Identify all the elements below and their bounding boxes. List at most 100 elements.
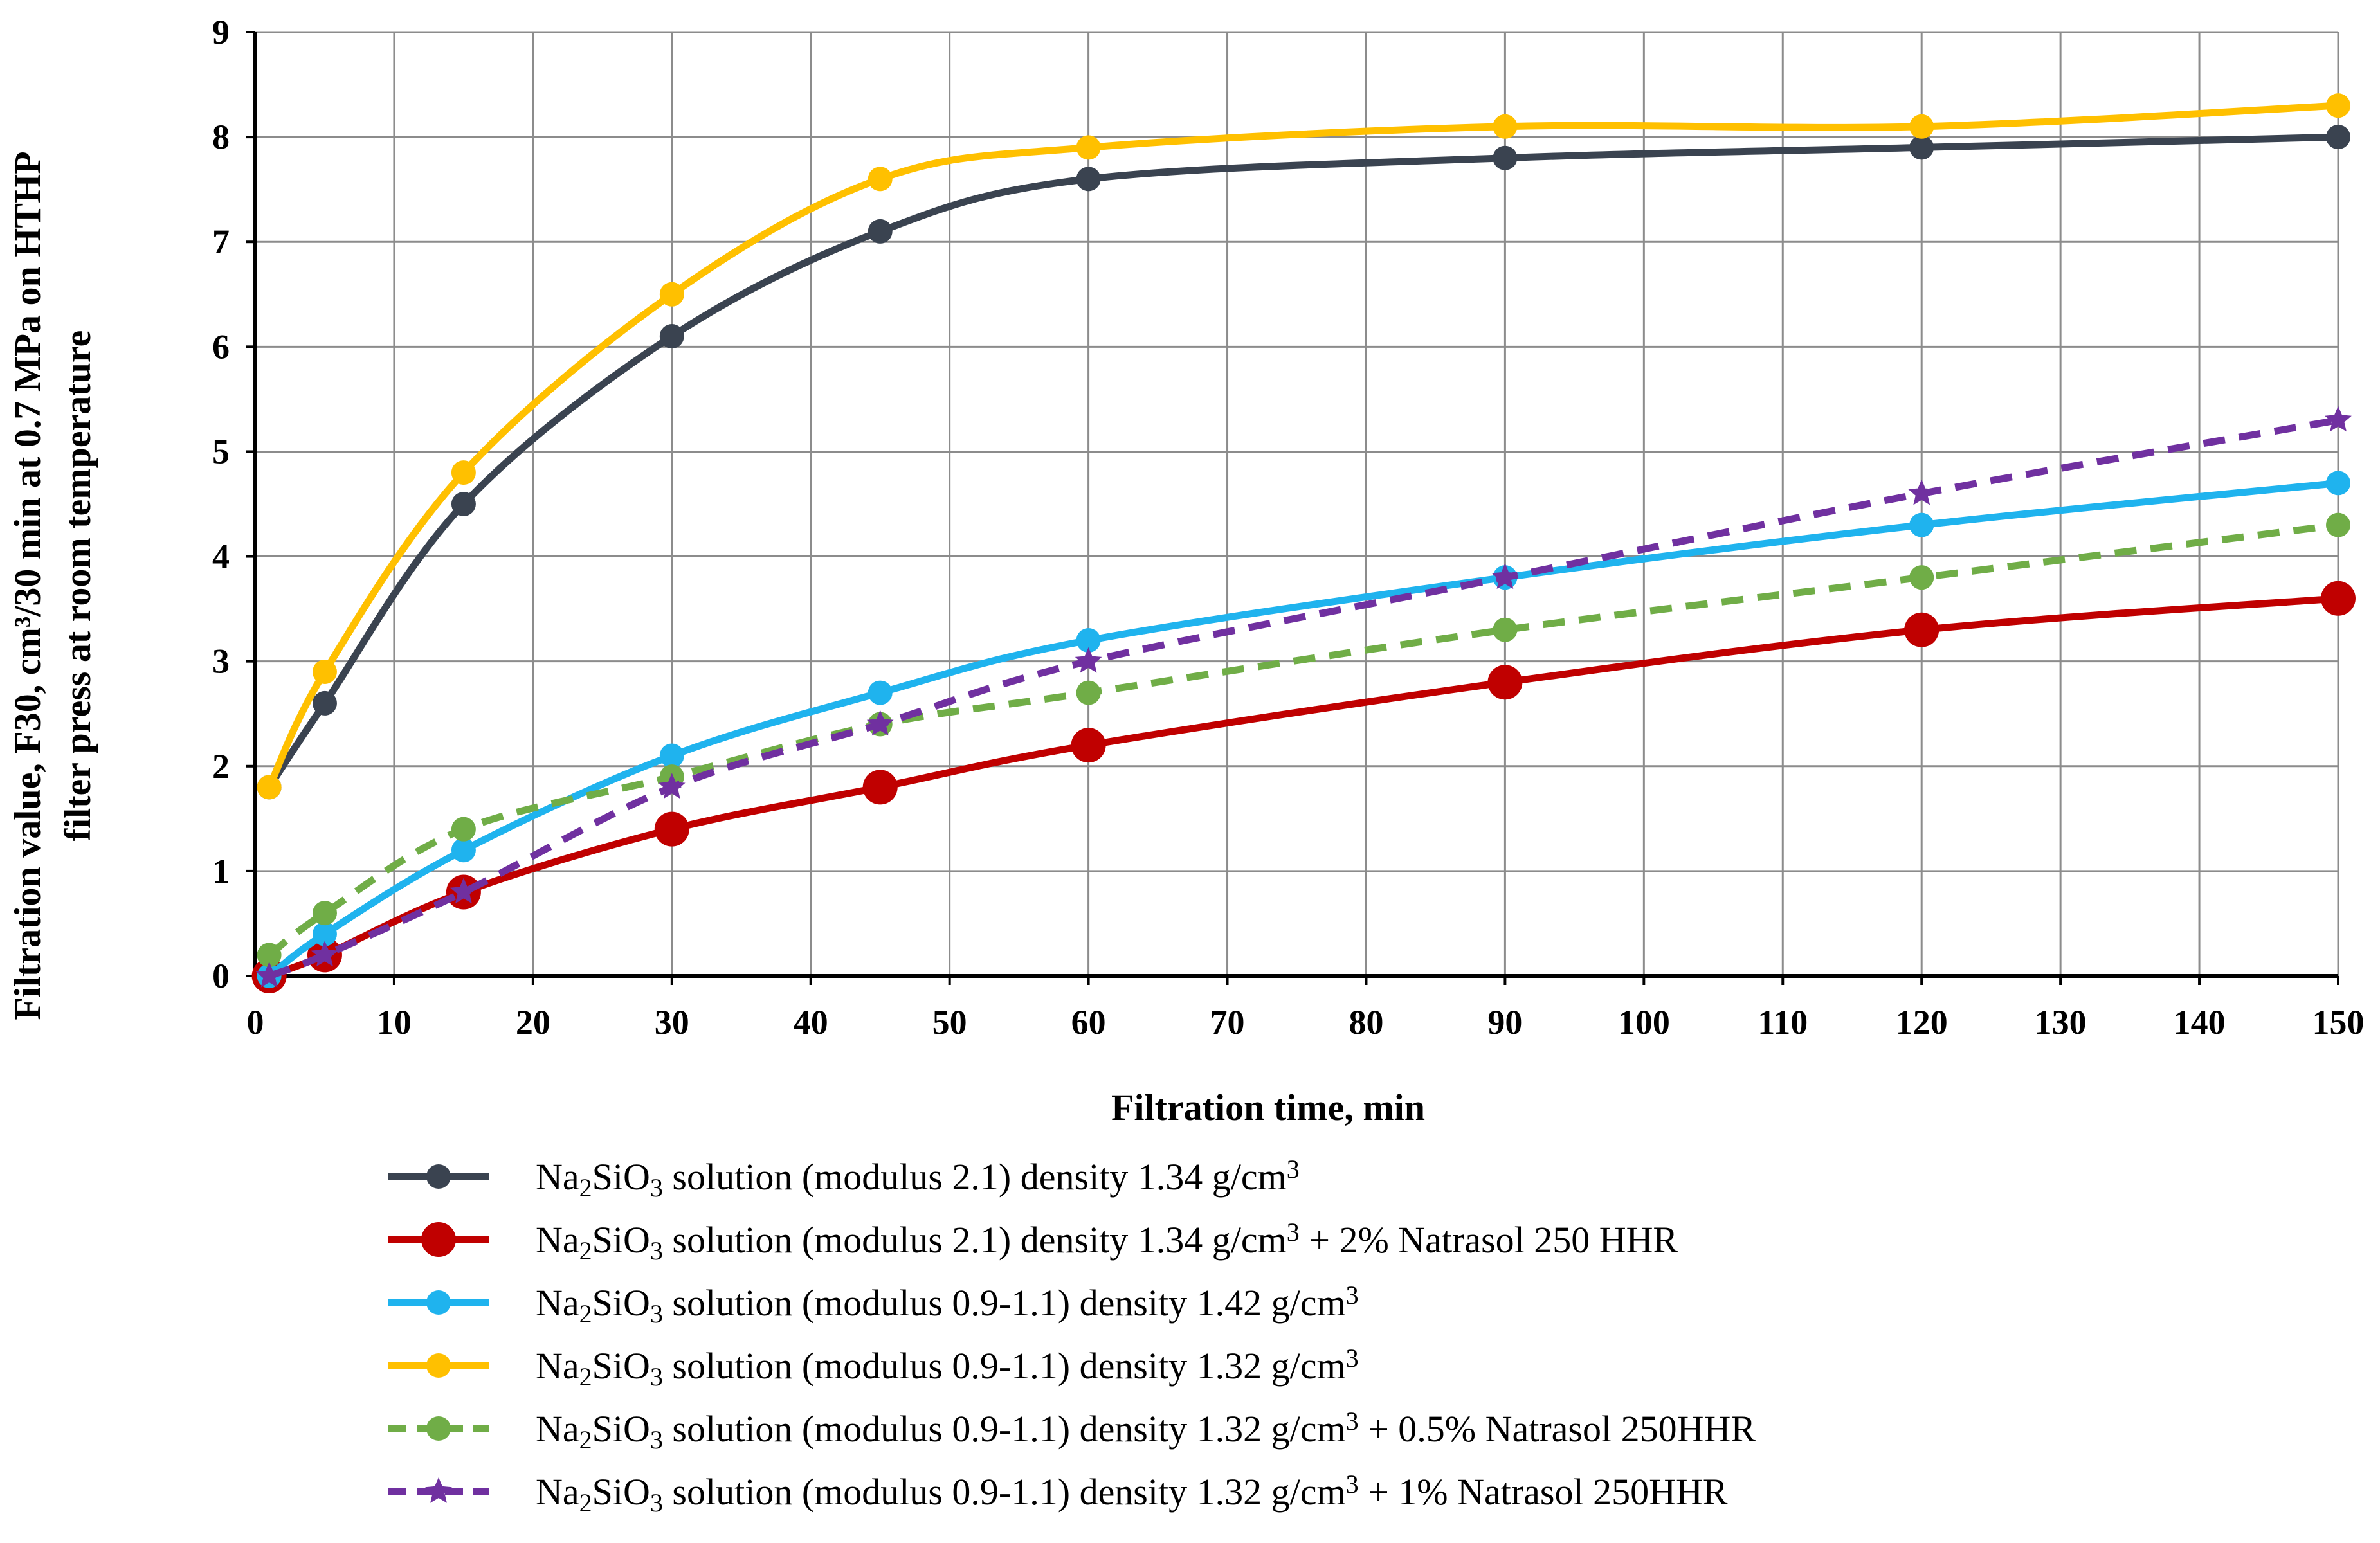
legend-item-3: Na2SiO3 solution (modulus 0.9-1.1) densi… [388,1281,1359,1328]
y-tick-label: 4 [212,537,230,576]
data-point [1909,135,1934,160]
legend-label-part: 3 [1346,1470,1359,1499]
y-tick-label: 8 [212,118,230,156]
legend-swatch-marker [426,1164,451,1189]
legend-label-part: 3 [1287,1155,1300,1184]
legend-item-6: Na2SiO3 solution (modulus 0.9-1.1) densi… [388,1470,1728,1517]
legend-label-part: 3 [1287,1218,1300,1247]
data-point [868,219,893,244]
data-point [654,811,689,847]
x-tick-label: 90 [1487,1003,1522,1042]
data-point [2326,471,2350,496]
data-point [312,921,337,946]
data-point [868,167,893,192]
series-4 [257,93,2350,800]
legend-label-part: Na [536,1156,579,1198]
legend-label-part: Na [536,1282,579,1324]
legend-label-part: SiO [592,1219,650,1261]
legend-label-part: 3 [650,1173,663,1202]
legend-label-part: + 2% Natrasol 250 HHR [1300,1219,1678,1261]
x-tick-label: 30 [655,1003,689,1042]
series-line [266,133,2342,791]
legend-label-part: 3 [650,1488,663,1517]
data-point [312,901,337,926]
legend-label: Na2SiO3 solution (modulus 2.1) density 1… [536,1218,1678,1265]
legend-label-part: 2 [579,1425,592,1454]
y-tick-label: 9 [212,13,230,51]
data-point [1075,647,1102,673]
data-point [2326,512,2350,537]
legend-label-part: SiO [592,1282,650,1324]
series-group [251,93,2356,993]
data-point [866,710,894,736]
x-tick-label: 120 [1896,1003,1948,1042]
y-axis-title-line1: Filtration value, F30, cm³/30 min at 0.7… [6,151,48,1020]
data-point [1076,628,1101,653]
series-6 [255,406,2352,988]
data-point [1909,565,1934,590]
x-tick-label: 110 [1758,1003,1808,1042]
legend-label-part: 3 [1346,1281,1359,1310]
data-point [1076,680,1101,705]
legend-label: Na2SiO3 solution (modulus 0.9-1.1) densi… [536,1281,1359,1328]
legend-label-part: Na [536,1408,579,1450]
legend: Na2SiO3 solution (modulus 2.1) density 1… [388,1155,1756,1517]
legend-label-part: 2 [579,1236,592,1265]
data-point [1076,167,1101,192]
y-tick-label: 0 [212,957,230,995]
legend-label-part: Na [536,1471,579,1513]
data-point [1071,728,1106,763]
data-point [257,775,282,800]
legend-label-part: 3 [1346,1344,1359,1373]
data-point [257,943,282,968]
data-point [311,941,338,967]
data-point [451,817,476,842]
data-point [1493,617,1518,642]
x-tick-label: 130 [2035,1003,2087,1042]
x-tick-label: 70 [1210,1003,1245,1042]
series-line [266,102,2342,791]
data-point [659,282,684,307]
legend-item-4: Na2SiO3 solution (modulus 0.9-1.1) densi… [388,1344,1359,1391]
x-tick-label: 140 [2174,1003,2226,1042]
y-tick-label: 3 [212,642,230,681]
data-point [1493,145,1518,170]
data-point [1487,665,1523,700]
data-point [451,492,476,516]
axes [246,31,2339,985]
legend-item-1: Na2SiO3 solution (modulus 2.1) density 1… [388,1155,1300,1202]
legend-swatch-marker [426,1290,451,1315]
data-point [1908,479,1936,505]
legend-label: Na2SiO3 solution (modulus 0.9-1.1) densi… [536,1470,1728,1517]
data-point [1076,135,1101,160]
axis-titles: Filtration time, min Filtration value, F… [6,151,1425,1128]
y-tick-label: 2 [212,747,230,786]
legend-label-part: 3 [650,1236,663,1265]
legend-label-part: 2 [579,1488,592,1517]
x-tick-label: 150 [2312,1003,2365,1042]
series-1 [257,125,2350,800]
legend-label-part: 3 [650,1425,663,1454]
legend-label-part: SiO [592,1408,650,1450]
legend-label: Na2SiO3 solution (modulus 0.9-1.1) densi… [536,1407,1756,1454]
data-point [1493,114,1518,139]
legend-label-part: solution (modulus 2.1) density 1.34 g/cm [663,1219,1287,1261]
y-tick-label: 6 [212,327,230,366]
data-point [868,680,893,705]
tick-labels: 0 10 20 30 40 50 60 70 80 90 100 110 120 130 140 150 0 1 2… [212,13,2365,1042]
legend-label-part: + 1% Natrasol 250HHR [1359,1471,1728,1513]
data-point [1491,563,1519,589]
data-point [451,460,476,485]
data-point [659,743,684,768]
legend-label-part: 3 [650,1362,663,1391]
legend-label-part: solution (modulus 0.9-1.1) density 1.42 … [663,1282,1346,1324]
data-point [312,659,337,684]
data-point [1909,512,1934,537]
y-tick-label: 5 [212,432,230,471]
legend-label-part: Na [536,1219,579,1261]
legend-label-part: + 0.5% Natrasol 250HHR [1359,1408,1756,1450]
x-tick-label: 50 [932,1003,967,1042]
data-point [2325,406,2352,432]
legend-label-part: solution (modulus 2.1) density 1.34 g/cm [663,1156,1287,1198]
